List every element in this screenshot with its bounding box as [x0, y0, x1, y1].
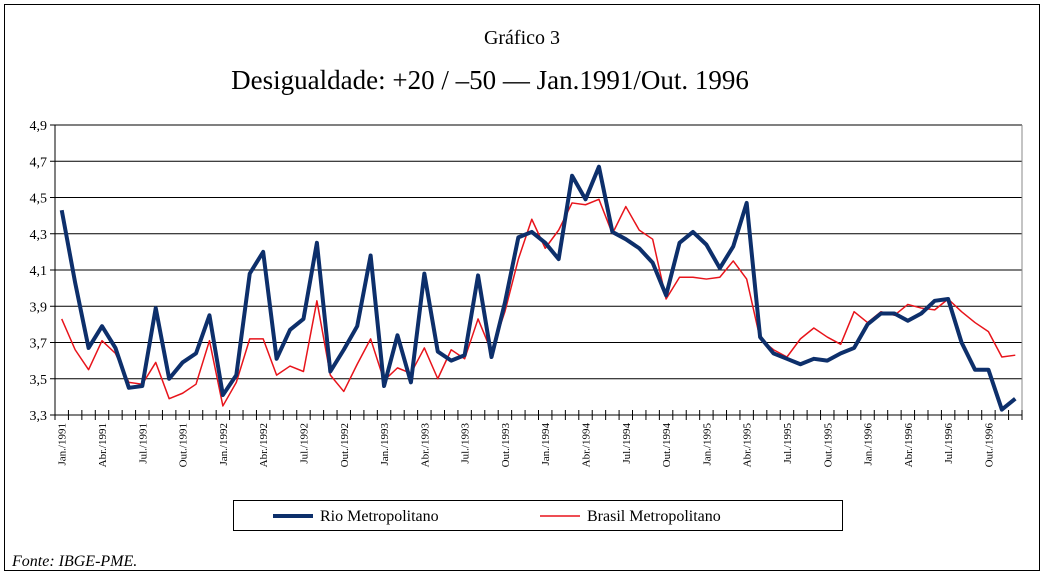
- x-tick-label: Jan./1995: [701, 423, 713, 466]
- x-tick-label: Out./1995: [822, 423, 834, 468]
- line-series: [61, 198, 1016, 407]
- x-tick-label: Jan./1993: [379, 423, 391, 466]
- x-tick-label: Jan./1994: [540, 423, 552, 466]
- y-tick-label: 4,7: [30, 155, 48, 170]
- source: Fonte: IBGE-PME.: [11, 553, 137, 570]
- y-tick-label: 4,9: [30, 119, 48, 134]
- x-tick-label: Out./1993: [500, 423, 512, 468]
- x-tick-label: Abr./1991: [97, 423, 109, 467]
- x-tick-label: Abr./1993: [419, 423, 431, 468]
- y-tick-label: 3,3: [30, 409, 48, 424]
- legend-label: Rio Metropolitano: [320, 508, 439, 525]
- x-tick-label: Jul./1994: [621, 423, 633, 464]
- x-tick-label: Out./1994: [661, 423, 673, 468]
- x-tick-label: Abr./1995: [742, 423, 754, 468]
- x-tick-label: Abr./1994: [581, 423, 593, 468]
- x-tick-label: Jul./1995: [782, 423, 794, 464]
- y-tick-label: 3,9: [30, 300, 48, 315]
- x-tick-label: Jul./1993: [460, 423, 472, 464]
- line-series: [59, 164, 1017, 412]
- x-tick-label: Jul./1996: [943, 423, 955, 464]
- y-tick-label: 4,3: [30, 228, 48, 243]
- x-tick-label: Jan./1991: [57, 423, 69, 465]
- y-tick-label: 4,1: [30, 264, 48, 279]
- x-tick-label: Abr./1992: [258, 423, 270, 467]
- legend-box: [233, 500, 843, 531]
- x-tick-label: Jan./1992: [218, 423, 230, 465]
- y-tick-label: 3,5: [30, 373, 48, 388]
- x-tick-label: Out./1991: [178, 423, 190, 467]
- y-tick-label: 3,7: [30, 337, 48, 352]
- chart-title: Gráfico 3: [484, 27, 560, 49]
- x-tick-label: Out./1996: [983, 423, 995, 468]
- x-tick-label: Jan./1996: [863, 423, 875, 466]
- x-tick-label: Out./1992: [339, 423, 351, 467]
- chart-subtitle: Desigualdade: +20 / –50 — Jan.1991/Out. …: [231, 65, 749, 95]
- x-tick-label: Abr./1996: [903, 423, 915, 468]
- y-tick-label: 4,5: [30, 192, 48, 207]
- x-tick-label: Jul./1992: [298, 423, 310, 464]
- frame: [4, 4, 1040, 571]
- x-tick-label: Jul./1991: [137, 423, 149, 464]
- legend-label: Brasil Metropolitano: [587, 508, 721, 525]
